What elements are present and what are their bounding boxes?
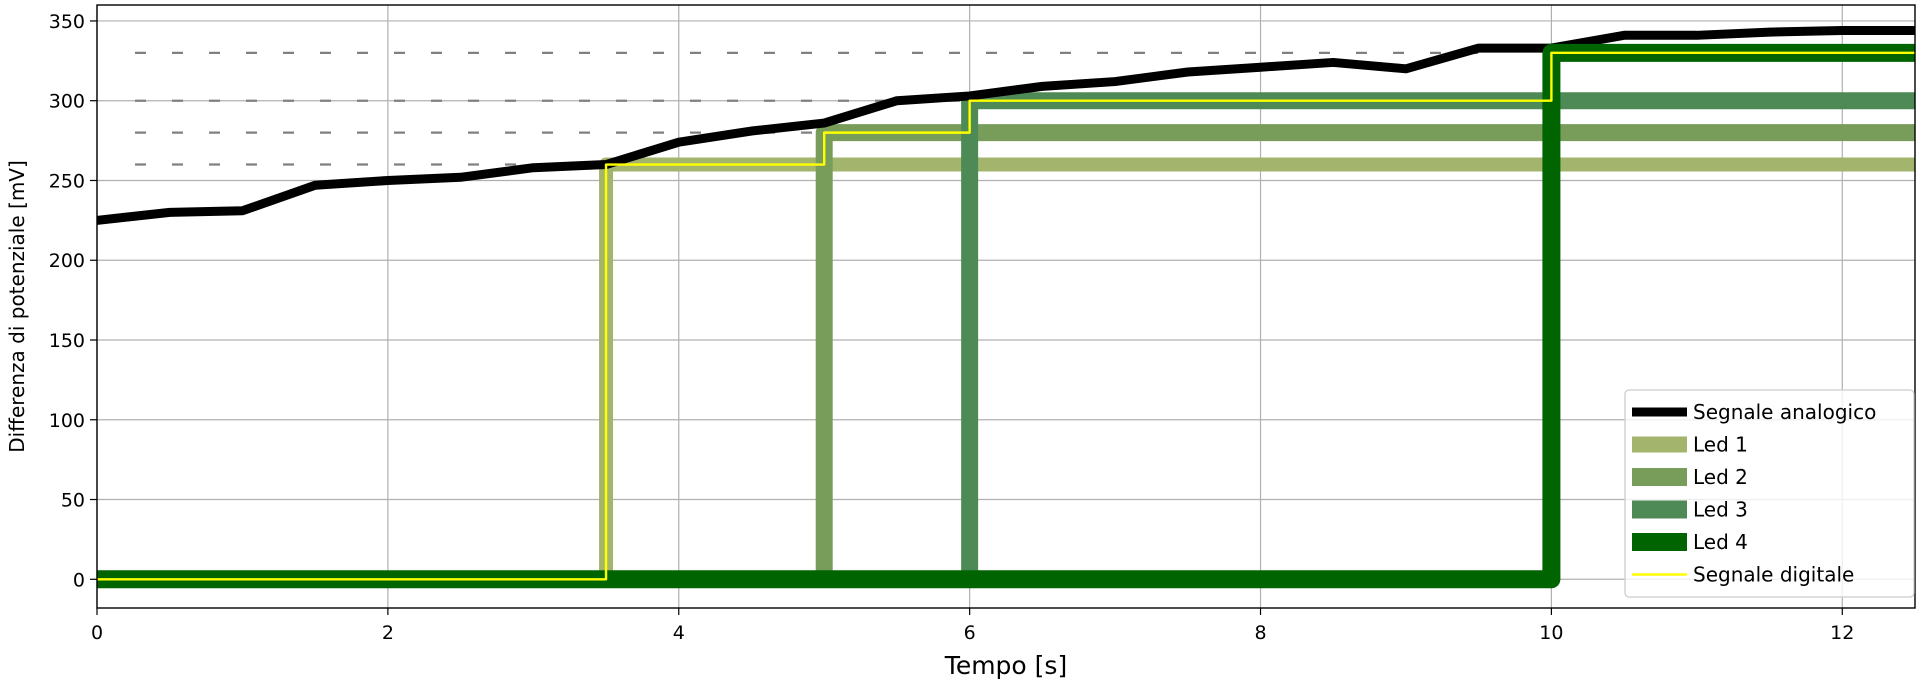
y-axis-label: Differenza di potenziale [mV] (5, 160, 29, 453)
x-tick-label: 2 (382, 622, 394, 644)
x-axis-label: Tempo [s] (944, 651, 1067, 680)
x-tick-label: 4 (673, 622, 685, 644)
legend-label-segnale-digitale: Segnale digitale (1693, 563, 1854, 587)
legend: Segnale analogico Led 1 Led 2 Led 3 Led 4 Seg… (1624, 389, 1915, 598)
y-tick-label: 100 (49, 410, 85, 432)
y-tick-label: 50 (61, 490, 85, 512)
y-tick-label: 250 (49, 170, 85, 192)
y-tick-label: 150 (49, 330, 85, 352)
y-tick-label: 200 (49, 250, 85, 272)
y-tick-label: 0 (73, 569, 85, 591)
legend-label-led-1: Led 1 (1693, 433, 1748, 457)
series-line-segnale-analogico (97, 26, 1915, 225)
plot-frame (96, 4, 1916, 609)
x-tick-label: 0 (91, 622, 103, 644)
x-tick-label: 8 (1254, 622, 1266, 644)
x-tick-label: 6 (964, 622, 976, 644)
legend-box (1624, 389, 1915, 598)
x-tick-label: 10 (1539, 622, 1563, 644)
legend-label-segnale-analogico: Segnale analogico (1693, 400, 1876, 424)
x-tick-label: 12 (1830, 622, 1854, 644)
legend-label-led-4: Led 4 (1693, 530, 1748, 554)
y-tick-label: 300 (49, 91, 85, 113)
legend-label-led-2: Led 2 (1693, 465, 1748, 489)
ticks: 0 2 4 6 8 10 12 0 50 100 150 200 250 300 350 (49, 11, 1855, 644)
series-line-segnale-digitale (97, 51, 1915, 581)
y-tick-label: 350 (49, 11, 85, 33)
legend-label-led-3: Led 3 (1693, 498, 1748, 522)
series-layer (97, 26, 1915, 589)
